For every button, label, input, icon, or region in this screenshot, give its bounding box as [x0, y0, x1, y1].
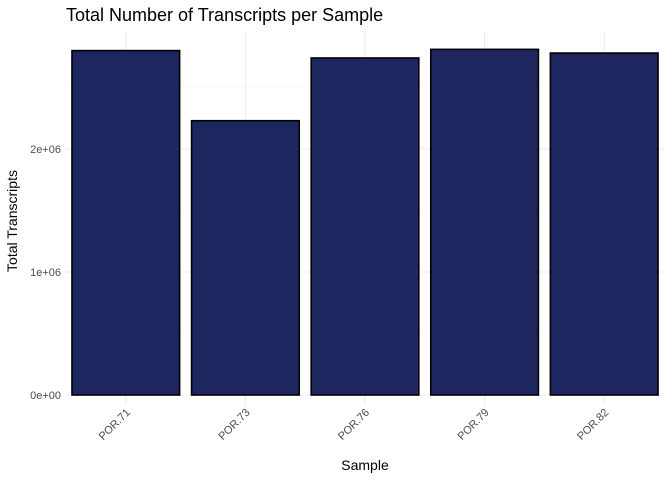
bar-por-82	[549, 52, 659, 396]
y-axis-ticks: 0e+00 1e+06 2e+06	[30, 144, 61, 402]
x-tick-label: POR.76	[336, 407, 372, 443]
x-axis-ticks: POR.71 POR.73 POR.76 POR.79 POR.82	[97, 407, 612, 443]
bar-por-79	[429, 48, 540, 396]
x-tick-label: POR.82	[575, 407, 611, 443]
x-tick-label: POR.79	[456, 407, 492, 443]
y-tick-label: 1e+06	[30, 267, 61, 279]
y-tick-label: 2e+06	[30, 144, 61, 156]
bar-por-76	[310, 57, 420, 396]
y-tick-label: 0e+00	[30, 390, 61, 402]
bars	[71, 48, 659, 396]
bar-por-71	[71, 49, 181, 396]
chart-title: Total Number of Transcripts per Sample	[66, 5, 383, 25]
x-tick-label: POR.71	[97, 407, 133, 443]
x-tick-label: POR.73	[216, 407, 252, 443]
y-axis-title: Total Transcripts	[4, 170, 20, 272]
x-axis-title: Sample	[341, 457, 389, 473]
bar-por-73	[190, 119, 301, 396]
